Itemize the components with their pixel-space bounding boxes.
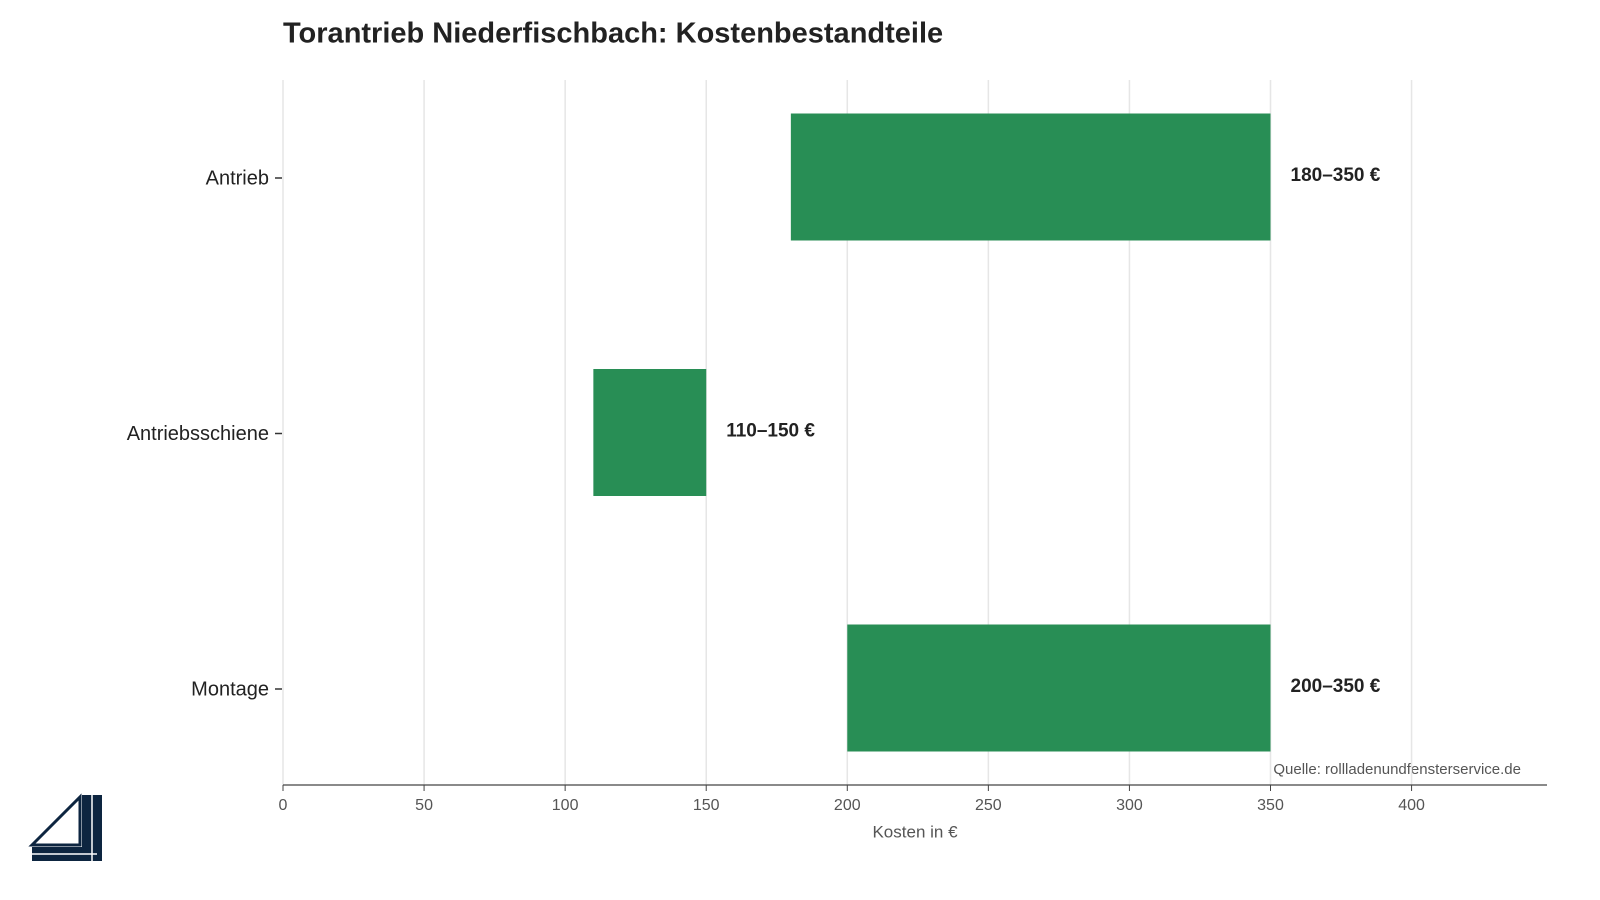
x-tick-label: 250 <box>975 797 1002 814</box>
y-tick-label: Antrieb <box>206 167 269 189</box>
source: Quelle: rollladenundfensterservice.de <box>1273 761 1521 778</box>
data-label: 180–350 € <box>1291 165 1381 186</box>
x-tick-label: 150 <box>693 797 720 814</box>
x-tick-label: 100 <box>552 797 579 814</box>
y-tick-label: Montage <box>191 678 269 700</box>
y-tick-label: Antriebsschiene <box>127 423 269 445</box>
bar <box>847 624 1271 752</box>
x-tick-label: 300 <box>1116 797 1143 814</box>
x-tick-label: 400 <box>1398 797 1425 814</box>
x-tick-label: 350 <box>1257 797 1284 814</box>
chart-title: Torantrieb Niederfischbach: Kostenbestan… <box>283 18 943 50</box>
x-axis-label: Kosten in € <box>872 822 958 841</box>
x-tick-label: 50 <box>415 797 433 814</box>
x-tick-label: 0 <box>279 797 288 814</box>
data-label: 110–150 € <box>726 421 815 442</box>
logo <box>28 793 102 861</box>
data-label: 200–350 € <box>1291 676 1381 697</box>
bar <box>593 369 707 496</box>
x-tick-label: 200 <box>834 797 861 814</box>
bar <box>790 113 1271 241</box>
